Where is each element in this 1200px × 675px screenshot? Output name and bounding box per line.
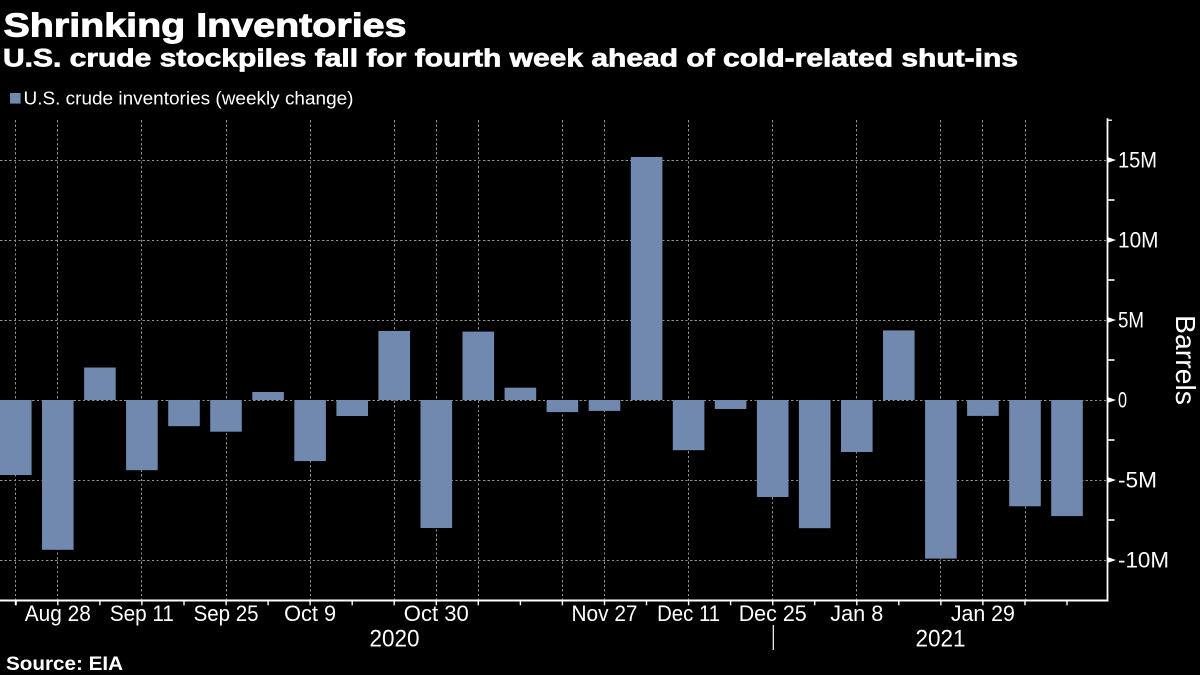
- svg-text:15M: 15M: [1118, 148, 1157, 173]
- svg-text:-5M: -5M: [1118, 468, 1157, 493]
- svg-text:Source: EIA: Source: EIA: [6, 653, 123, 675]
- svg-text:0: 0: [1118, 388, 1127, 413]
- svg-text:Oct 9: Oct 9: [284, 601, 336, 626]
- svg-text:Sep 25: Sep 25: [194, 601, 259, 626]
- svg-text:2021: 2021: [916, 625, 966, 652]
- svg-text:Oct 30: Oct 30: [404, 601, 469, 626]
- svg-text:Jan 29: Jan 29: [951, 601, 1015, 626]
- svg-text:10M: 10M: [1118, 228, 1159, 253]
- svg-text:Jan 8: Jan 8: [830, 601, 883, 626]
- svg-text:U.S. crude inventories (weekly: U.S. crude inventories (weekly change): [24, 87, 354, 108]
- svg-text:Dec 11: Dec 11: [657, 601, 720, 626]
- svg-text:Nov 27: Nov 27: [572, 601, 638, 626]
- svg-text:2020: 2020: [370, 625, 420, 652]
- svg-text:Aug 28: Aug 28: [25, 601, 91, 626]
- svg-text:U.S. crude stockpiles fall for: U.S. crude stockpiles fall for fourth we…: [3, 45, 1018, 73]
- svg-text:Dec 25: Dec 25: [739, 601, 807, 626]
- svg-text:Barrels: Barrels: [1170, 315, 1200, 405]
- svg-text:-10M: -10M: [1118, 548, 1169, 573]
- svg-text:Sep 11: Sep 11: [110, 601, 174, 626]
- svg-text:5M: 5M: [1118, 308, 1144, 333]
- svg-text:Shrinking Inventories: Shrinking Inventories: [4, 6, 407, 43]
